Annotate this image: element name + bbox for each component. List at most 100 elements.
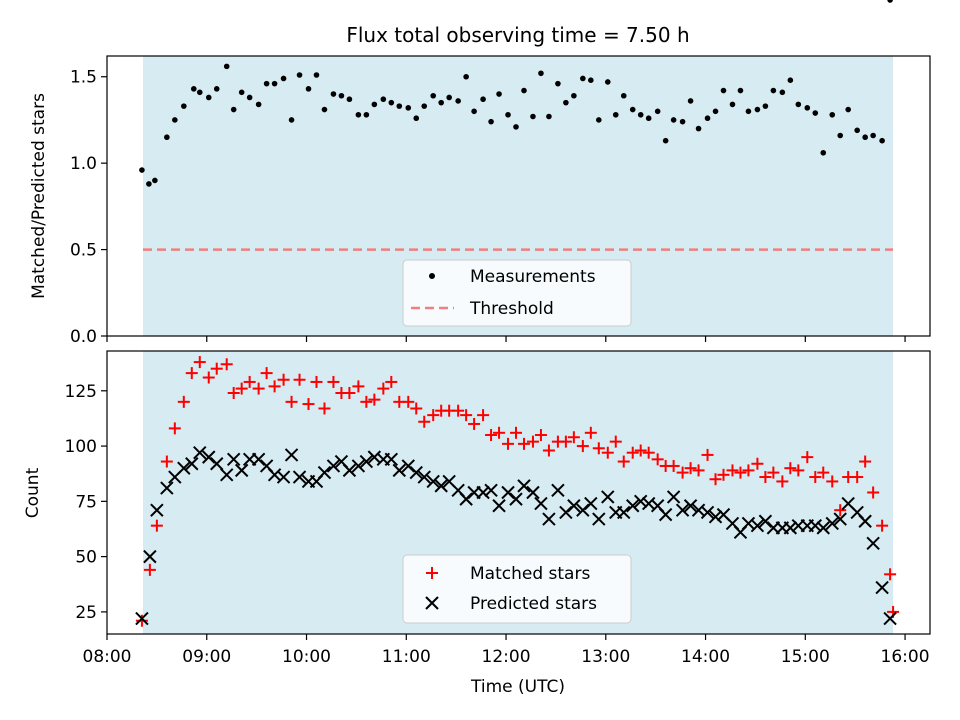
predicted-star-point — [601, 490, 615, 504]
top-axes-frame — [106, 55, 931, 337]
measurement-point — [496, 91, 502, 97]
x-tick-label: 14:00 — [681, 647, 730, 667]
predicted-star-point — [833, 512, 847, 526]
measurement-point — [662, 137, 669, 144]
predicted-star-point — [750, 518, 765, 533]
measurement-point — [695, 125, 702, 132]
matched-star-point — [609, 435, 622, 448]
measurement-point — [804, 105, 811, 111]
measurement-point — [754, 106, 761, 113]
measurement-point — [288, 117, 295, 123]
matched-star-point — [826, 475, 839, 488]
measurement-point — [521, 87, 527, 94]
measurement-point — [820, 149, 827, 156]
matched-star-point — [177, 395, 190, 408]
predicted-star-point — [284, 448, 299, 462]
measurement-point — [513, 124, 519, 130]
matched-star-point — [792, 464, 805, 477]
matched-star-point — [726, 464, 739, 477]
predicted-star-point — [359, 454, 374, 469]
predicted-star-point — [326, 459, 341, 473]
matched-star-point — [243, 375, 256, 388]
measurement-point — [355, 111, 362, 118]
predicted-star-point — [185, 457, 199, 471]
predicted-star-point — [551, 483, 565, 497]
measurement-point — [596, 117, 602, 123]
predicted-star-point — [783, 521, 798, 535]
matched-star-point — [260, 367, 273, 380]
matched-star-point — [767, 466, 780, 479]
matched-star-point — [601, 446, 614, 459]
measurement-point — [463, 73, 469, 80]
legend-measurements-label: Measurements — [470, 267, 596, 287]
measurement-point — [213, 86, 220, 92]
matched-star-point — [135, 614, 148, 627]
legend-threshold-label: Threshold — [469, 299, 554, 319]
predicted-star-point — [509, 492, 523, 506]
top-legend-box — [402, 259, 632, 327]
matched-star-point — [268, 380, 281, 393]
matched-star-point — [734, 466, 747, 479]
measurement-point — [405, 105, 412, 111]
measurement-point — [296, 72, 303, 78]
predicted-star-point — [858, 514, 872, 528]
matched-star-point — [352, 380, 365, 393]
bottom-y-axis-label: Count — [23, 467, 43, 518]
matched-star-point — [576, 440, 589, 453]
measurement-point — [720, 87, 727, 94]
measurement-point — [737, 87, 744, 94]
predicted-star-point — [658, 507, 673, 522]
measurement-point — [305, 86, 312, 92]
predicted-star-point — [592, 512, 606, 526]
predicted-star-point — [409, 465, 423, 480]
measurement-point — [795, 101, 802, 108]
measurement-point — [280, 75, 287, 82]
bottom-y-tick-label: 100 — [65, 437, 97, 457]
chart-title: Flux total observing time = 7.50 h — [346, 23, 689, 47]
matched-star-point — [851, 471, 864, 484]
measurement-point — [152, 177, 158, 184]
matched-star-point — [559, 435, 572, 448]
measurement-point — [879, 137, 885, 144]
matched-star-point — [402, 395, 415, 408]
matched-star-point — [210, 362, 223, 375]
predicted-star-point — [426, 474, 440, 489]
top-y-tick-label: 1.5 — [70, 68, 97, 88]
measurement-point — [413, 115, 420, 122]
matched-star-point — [584, 426, 597, 439]
matched-star-point — [327, 375, 340, 388]
measurement-point — [380, 96, 387, 103]
predicted-star-point — [492, 499, 506, 513]
measurement-point — [620, 92, 627, 99]
measurement-point — [421, 103, 428, 109]
x-tick-label: 13:00 — [581, 647, 630, 667]
measurement-point — [455, 98, 461, 104]
measurement-point — [363, 111, 370, 118]
matched-star-point — [701, 448, 714, 461]
matched-star-point — [709, 473, 722, 486]
top-x-ticks — [106, 336, 906, 342]
matched-star-point — [410, 402, 423, 415]
measurement-point — [346, 96, 353, 103]
matched-star-point — [542, 444, 555, 457]
predicted-star-point — [226, 452, 241, 467]
matched-star-point — [634, 444, 647, 457]
matched-star-point — [676, 466, 689, 479]
measurement-point — [446, 94, 452, 101]
matched-star-point — [310, 375, 323, 388]
predicted-star-point — [234, 463, 249, 478]
legend-matched-marker — [426, 567, 438, 579]
predicted-star-point — [143, 549, 157, 564]
matched-star-point — [227, 387, 240, 400]
x-tick-label: 09:00 — [182, 647, 231, 667]
matched-star-point — [502, 437, 515, 450]
predicted-star-point — [342, 463, 357, 478]
predicted-star-point — [816, 521, 830, 535]
matched-star-point — [168, 422, 181, 435]
matched-star-point — [684, 462, 697, 475]
measurement-point — [164, 134, 170, 141]
matched-star-point — [867, 486, 880, 499]
predicted-star-point — [666, 490, 681, 504]
x-tick-label: 15:00 — [781, 647, 830, 667]
